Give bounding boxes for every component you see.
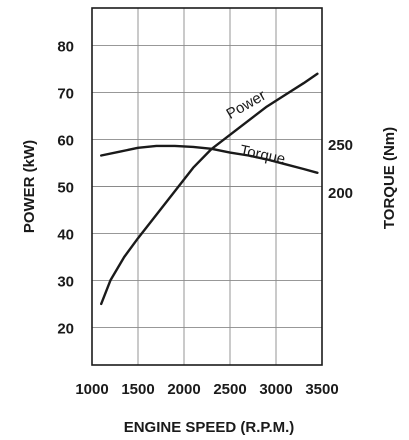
x-tick-label: 1000 [75,381,108,398]
torque-line [100,144,319,174]
y2-axis-label: TORQUE (Nm) [381,127,398,229]
power-line [100,72,319,306]
torque-series-label: Torque [238,142,286,168]
y-axis-label: POWER (kW) [21,140,38,233]
y2-tick-label: 250 [328,137,353,154]
x-tick-label: 1500 [121,381,154,398]
y2-tick-label: 200 [328,185,353,202]
x-axis-label: ENGINE SPEED (R.P.M.) [124,419,295,436]
y-tick-label: 60 [57,133,74,150]
y-tick-label: 40 [57,226,74,243]
plot-frame [91,7,323,366]
y-tick-label: 70 [57,86,74,103]
grid-lines [91,8,323,365]
x-tick-label: 2500 [213,381,246,398]
y-tick-label: 50 [57,180,74,197]
y-tick-label: 30 [57,273,74,290]
x-tick-label: 3500 [305,381,338,398]
x-tick-label: 2000 [167,381,200,398]
y-tick-label: 80 [57,39,74,56]
y-tick-label: 20 [57,320,74,337]
x-tick-label: 3000 [259,381,292,398]
